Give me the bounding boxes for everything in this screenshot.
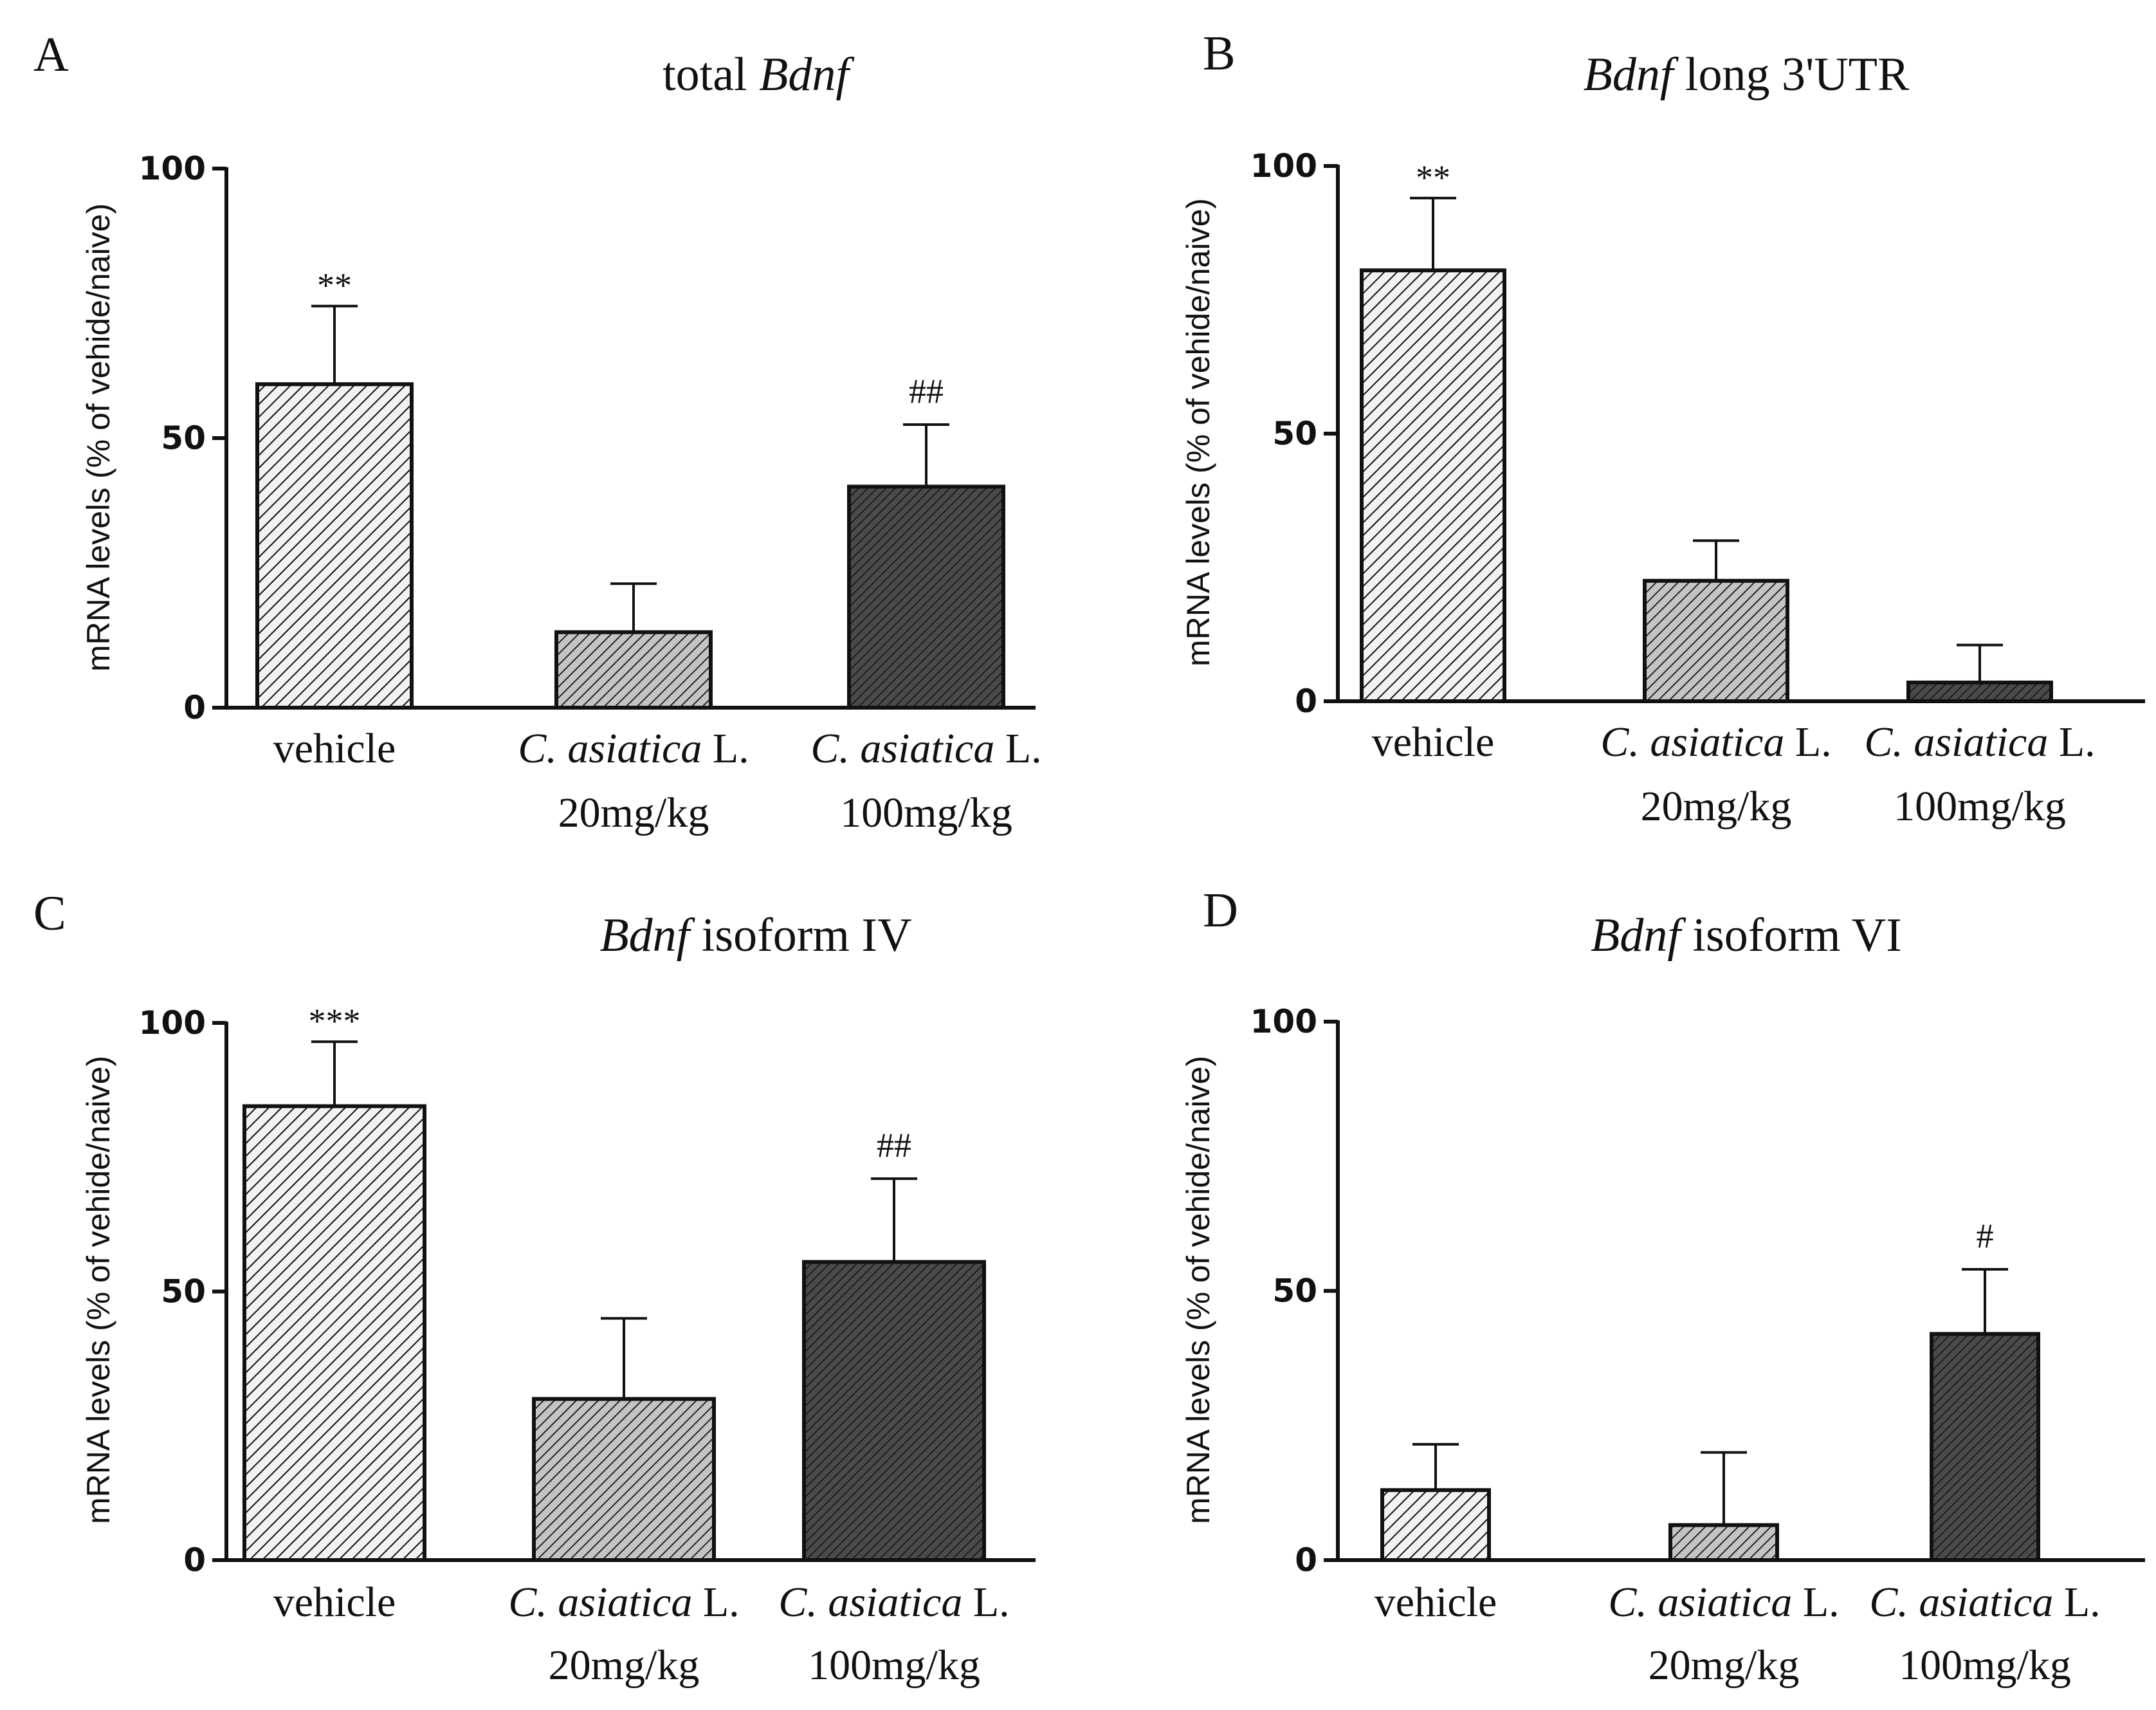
title-gene: Bdnf (1591, 909, 1686, 962)
y-tick-label: 0 (183, 689, 206, 726)
panel-letter: C (33, 887, 66, 941)
significance-label: ## (909, 372, 944, 410)
x-category-label: vehicle (1375, 1579, 1497, 1626)
panel-letter: D (1203, 883, 1238, 937)
significance-label: ** (317, 266, 352, 305)
x-category-label: C. asiatica L. (1869, 1579, 2100, 1626)
x-category-dose: 100mg/kg (808, 1642, 980, 1689)
panel-b: B Bdnf long 3'UTR mRNA levels (% of vehide… (1180, 26, 2145, 830)
x-category-species: C. asiatica (1869, 1579, 2053, 1626)
y-tick-label: 100 (1250, 147, 1317, 185)
x-category-text: L. (692, 1579, 739, 1626)
y-axis-label: mRNA levels (% of vehide/naive) (80, 203, 116, 672)
x-category-text: L. (994, 725, 1041, 772)
chart-title: Bdnf isoform IV (599, 909, 911, 962)
x-category-dose: 100mg/kg (1894, 783, 2066, 830)
x-category-species: C. asiatica (1864, 719, 2048, 766)
x-category-label: C. asiatica L. (810, 725, 1041, 772)
x-category-dose: 100mg/kg (840, 789, 1012, 836)
bar (1906, 680, 2053, 704)
chart-title: Bdnf isoform VI (1591, 909, 1902, 962)
x-category-label: C. asiatica L. (508, 1579, 739, 1626)
bar (255, 382, 414, 710)
significance-label: *** (309, 1002, 361, 1040)
y-axis-label: mRNA levels (% of vehide/naive) (80, 1056, 116, 1524)
y-tick-label: 100 (139, 150, 206, 187)
y-tick-label: 50 (161, 419, 206, 457)
x-category-text: vehicle (273, 725, 396, 772)
bar (532, 1397, 716, 1562)
title-text-after: long 3'UTR (1673, 48, 1910, 101)
x-category-species: C. asiatica (518, 725, 702, 772)
x-category-label: C. asiatica L. (1608, 1579, 1839, 1626)
significance-label: # (1977, 1217, 1994, 1255)
x-category-text: vehicle (273, 1579, 396, 1626)
panel-c: C Bdnf isoform IV mRNA levels (% of vehide… (33, 887, 1036, 1689)
panel-d: D Bdnf isoform VI mRNA levels (% of vehide… (1180, 883, 2145, 1689)
bar (242, 1104, 426, 1563)
x-category-dose: 20mg/kg (549, 1642, 700, 1689)
y-tick-label: 50 (1272, 1273, 1317, 1310)
title-text: total (662, 48, 759, 101)
x-category-text: L. (702, 725, 749, 772)
x-category-dose: 20mg/kg (558, 789, 709, 836)
y-tick-label: 0 (183, 1541, 206, 1579)
x-category-label: vehicle (1372, 719, 1495, 766)
x-category-text: L. (2053, 1579, 2100, 1626)
bar (554, 630, 713, 710)
x-category-species: C. asiatica (1600, 719, 1784, 766)
x-category-label: C. asiatica L. (518, 725, 749, 772)
title-gene: Bdnf (1584, 48, 1679, 101)
y-tick-label: 100 (1250, 1003, 1317, 1040)
title-gene: Bdnf (759, 48, 855, 101)
x-category-text: L. (1784, 719, 1831, 766)
y-tick-label: 100 (139, 1004, 206, 1042)
x-category-dose: 20mg/kg (1641, 783, 1792, 830)
bar (847, 484, 1005, 710)
x-category-text: L. (2048, 719, 2095, 766)
x-category-text: vehicle (1375, 1579, 1497, 1626)
title-text-after: isoform IV (690, 909, 911, 962)
x-category-label: C. asiatica L. (1864, 719, 2095, 766)
x-category-text: L. (962, 1579, 1009, 1626)
bar (1360, 268, 1506, 703)
significance-label: ** (1416, 158, 1450, 197)
x-category-text: L. (1792, 1579, 1839, 1626)
x-category-text: vehicle (1372, 719, 1495, 766)
x-category-dose: 20mg/kg (1649, 1642, 1800, 1689)
x-category-dose: 100mg/kg (1899, 1642, 2071, 1689)
x-category-label: vehicle (273, 1579, 396, 1626)
y-tick-label: 50 (161, 1273, 206, 1310)
y-tick-label: 50 (1272, 415, 1317, 452)
x-category-label: vehicle (273, 725, 396, 772)
chart-title: total Bdnf (662, 48, 855, 101)
y-tick-label: 0 (1295, 1541, 1317, 1579)
x-category-species: C. asiatica (1608, 1579, 1792, 1626)
x-category-species: C. asiatica (810, 725, 994, 772)
y-tick-label: 0 (1295, 683, 1317, 720)
x-category-species: C. asiatica (778, 1579, 962, 1626)
x-category-species: C. asiatica (508, 1579, 692, 1626)
bar (802, 1260, 986, 1562)
x-category-label: C. asiatica L. (1600, 719, 1831, 766)
x-category-label: C. asiatica L. (778, 1579, 1009, 1626)
y-axis-label: mRNA levels (% of vehide/naive) (1180, 1056, 1216, 1524)
title-gene: Bdnf (599, 909, 695, 962)
bar (1930, 1332, 2040, 1562)
significance-label: ## (877, 1126, 911, 1164)
panel-letter: B (1203, 26, 1236, 80)
panel-letter: A (33, 28, 69, 82)
bar (1668, 1523, 1779, 1562)
y-axis-label: mRNA levels (% of vehide/naive) (1180, 198, 1216, 667)
title-text-after: isoform VI (1681, 909, 1902, 962)
bar (1643, 578, 1789, 703)
bar (1380, 1488, 1491, 1562)
chart-title: Bdnf long 3'UTR (1584, 48, 1910, 101)
